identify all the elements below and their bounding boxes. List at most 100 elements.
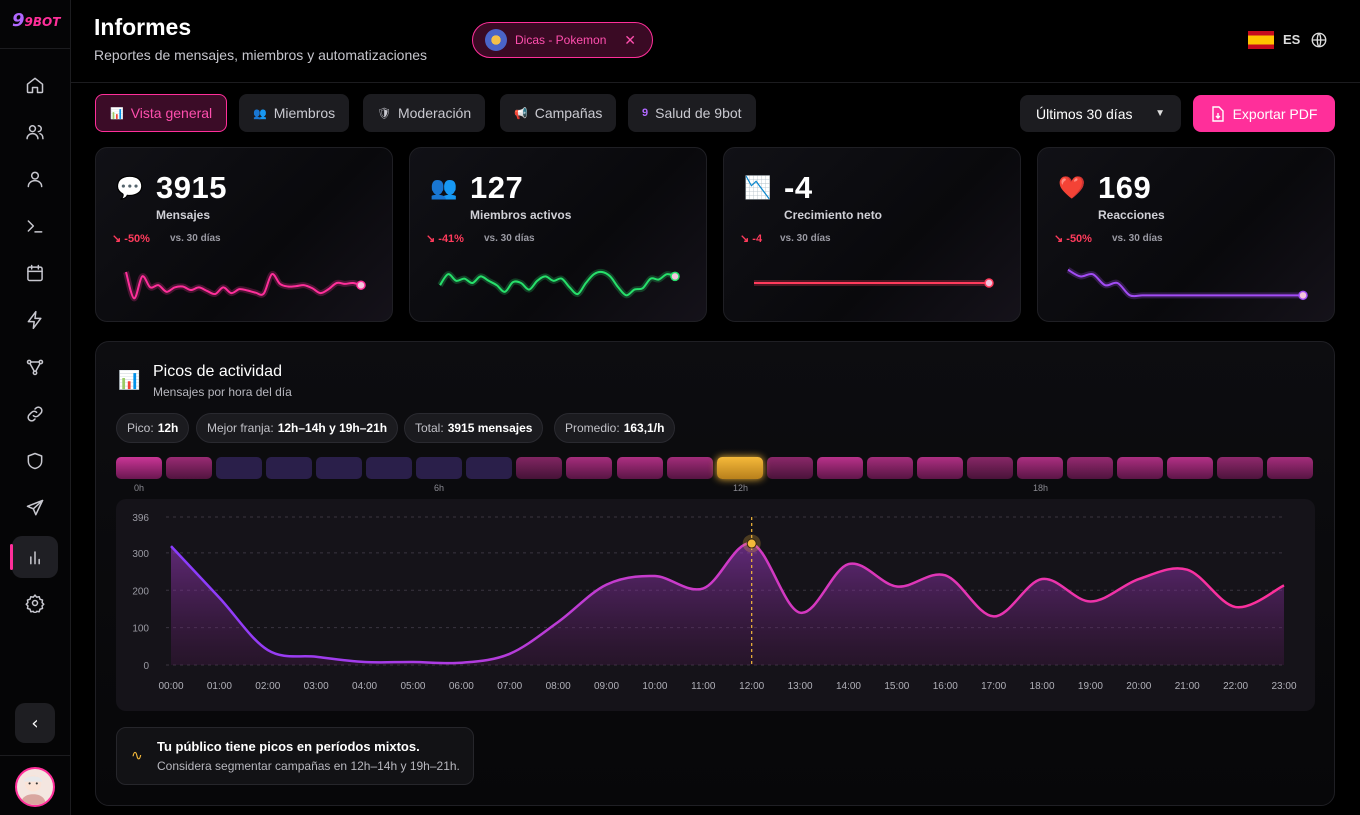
x-tick-label: 23:00 — [1271, 681, 1296, 692]
shield-icon[interactable] — [12, 440, 58, 482]
reports-icon[interactable] — [10, 536, 58, 578]
lightning-icon[interactable] — [12, 299, 58, 341]
export-pdf-button[interactable]: Exportar PDF — [1193, 95, 1335, 132]
x-tick-label: 01:00 — [207, 681, 232, 692]
hour-cell[interactable] — [1267, 457, 1314, 479]
hour-cell[interactable] — [716, 457, 763, 479]
workflow-icon[interactable] — [12, 346, 58, 388]
kpi-label: Reacciones — [1098, 208, 1165, 222]
y-tick-label: 100 — [132, 624, 149, 635]
link-icon[interactable] — [12, 393, 58, 435]
x-tick-label: 14:00 — [836, 681, 861, 692]
collapse-sidebar-button[interactable]: ‹ — [15, 703, 55, 743]
kpi-label: Miembros activos — [470, 208, 572, 222]
tab-campaigns[interactable]: 📢 Campañas — [500, 94, 617, 132]
callout-title: Tu público tiene picos en períodos mixto… — [157, 739, 420, 754]
hour-cell[interactable] — [866, 457, 913, 479]
tab-bot-health[interactable]: 9 Salud de 9bot — [628, 94, 756, 132]
hour-cell[interactable] — [516, 457, 563, 479]
settings-icon[interactable] — [12, 582, 58, 624]
stat-pill-best-window: Mejor franja: 12h–14h y 19h–21h — [196, 413, 399, 443]
tab-label: Miembros — [273, 105, 336, 121]
hour-cell[interactable] — [366, 457, 413, 479]
hour-cell[interactable] — [466, 457, 513, 479]
tab-moderation[interactable]: 🛡 Moderación — [363, 94, 486, 132]
brand-logo[interactable]: 99BOT — [12, 10, 61, 31]
kpi-value: 127 — [470, 170, 524, 205]
kpi-label: Crecimiento neto — [784, 208, 883, 222]
bot-logo-icon: 9 — [642, 107, 649, 119]
heat-label: 18h — [1033, 483, 1049, 493]
server-chip[interactable]: Dicas - Pokemon ✕ — [472, 22, 653, 58]
x-tick-label: 05:00 — [400, 681, 425, 692]
hour-cell[interactable] — [1117, 457, 1163, 479]
hour-cell[interactable] — [1217, 457, 1264, 479]
tab-overview[interactable]: 📊 Vista general — [95, 94, 228, 132]
pulse-icon: ∿ — [131, 748, 143, 764]
sparkline-end-dot — [356, 280, 366, 290]
globe-icon[interactable] — [1310, 31, 1328, 49]
area-fill — [171, 543, 1284, 665]
hour-cell[interactable] — [916, 457, 963, 479]
kpi-delta: ↘ -41% — [426, 233, 464, 245]
hour-cell[interactable] — [766, 457, 813, 479]
peak-point — [746, 538, 757, 549]
hour-cell[interactable] — [816, 457, 863, 479]
x-tick-label: 20:00 — [1126, 681, 1151, 692]
language-code[interactable]: ES — [1283, 32, 1301, 47]
hour-cell[interactable] — [666, 457, 713, 479]
user-icon[interactable] — [12, 158, 58, 200]
sparkline-glow — [123, 271, 362, 302]
tab-members[interactable]: 👥 Miembros — [239, 94, 350, 132]
heat-label: 12h — [733, 483, 749, 493]
send-icon[interactable] — [12, 487, 58, 529]
hour-cell[interactable] — [1167, 457, 1214, 479]
hour-cell[interactable] — [966, 457, 1013, 479]
hour-cell[interactable] — [416, 457, 463, 479]
sparkline — [1066, 267, 1308, 301]
hour-cell[interactable] — [566, 457, 613, 479]
users-icon[interactable] — [12, 111, 58, 153]
x-tick-label: 03:00 — [304, 681, 329, 692]
x-tick-label: 13:00 — [788, 681, 813, 692]
hour-cell[interactable] — [316, 457, 363, 479]
sparkline-path — [1067, 268, 1303, 298]
divider — [71, 82, 1360, 83]
y-tick-label: 300 — [132, 549, 149, 560]
avatar[interactable] — [15, 767, 55, 807]
tab-label: Vista general — [130, 105, 213, 121]
home-icon[interactable] — [12, 64, 58, 106]
sparkline — [123, 271, 366, 302]
kpi-value: 3915 — [156, 170, 227, 205]
hour-cell[interactable] — [616, 457, 663, 479]
speech-bubble-icon: 💬 — [116, 176, 144, 201]
activity-area-chart: 0 100 200 300 396 00:00 01:00 02:00 03:00 04:00 05… — [132, 513, 1297, 692]
sparkline-end-dot — [670, 271, 680, 282]
kpi-value: -4 — [784, 170, 813, 205]
hour-cell[interactable] — [266, 457, 313, 479]
hour-cell[interactable] — [1016, 457, 1063, 479]
close-icon[interactable]: ✕ — [624, 31, 636, 48]
x-tick-label: 08:00 — [546, 681, 571, 692]
date-range-value: Últimos 30 días — [1036, 105, 1133, 122]
sparkline-path — [439, 270, 676, 297]
calendar-icon[interactable] — [12, 252, 58, 294]
bar-chart-icon: 📊 — [118, 370, 141, 391]
kpi-compare: vs. 30 días — [170, 233, 221, 244]
spain-flag-icon[interactable] — [1248, 31, 1274, 49]
hour-cell[interactable] — [216, 457, 263, 479]
stat-pill-average: Promedio: 163,1/h — [554, 413, 676, 443]
y-tick-label: 0 — [143, 661, 149, 672]
kpi-compare: vs. 30 días — [484, 233, 535, 244]
date-range-select[interactable]: Últimos 30 días ▼ — [1020, 95, 1181, 132]
x-tick-label: 09:00 — [594, 681, 619, 692]
hour-cell[interactable] — [166, 457, 213, 479]
page-title: Informes — [94, 14, 192, 40]
terminal-icon[interactable] — [12, 205, 58, 247]
hour-cell[interactable] — [1066, 457, 1113, 479]
members-icon: 👥 — [430, 176, 458, 201]
hour-cell[interactable] — [116, 457, 162, 479]
kpi-card-reactions: ❤️ 169 Reacciones ↘ -50% vs. 30 días — [1037, 147, 1335, 322]
kpi-delta: ↘ -50% — [1054, 233, 1092, 245]
sparkline — [437, 268, 680, 299]
